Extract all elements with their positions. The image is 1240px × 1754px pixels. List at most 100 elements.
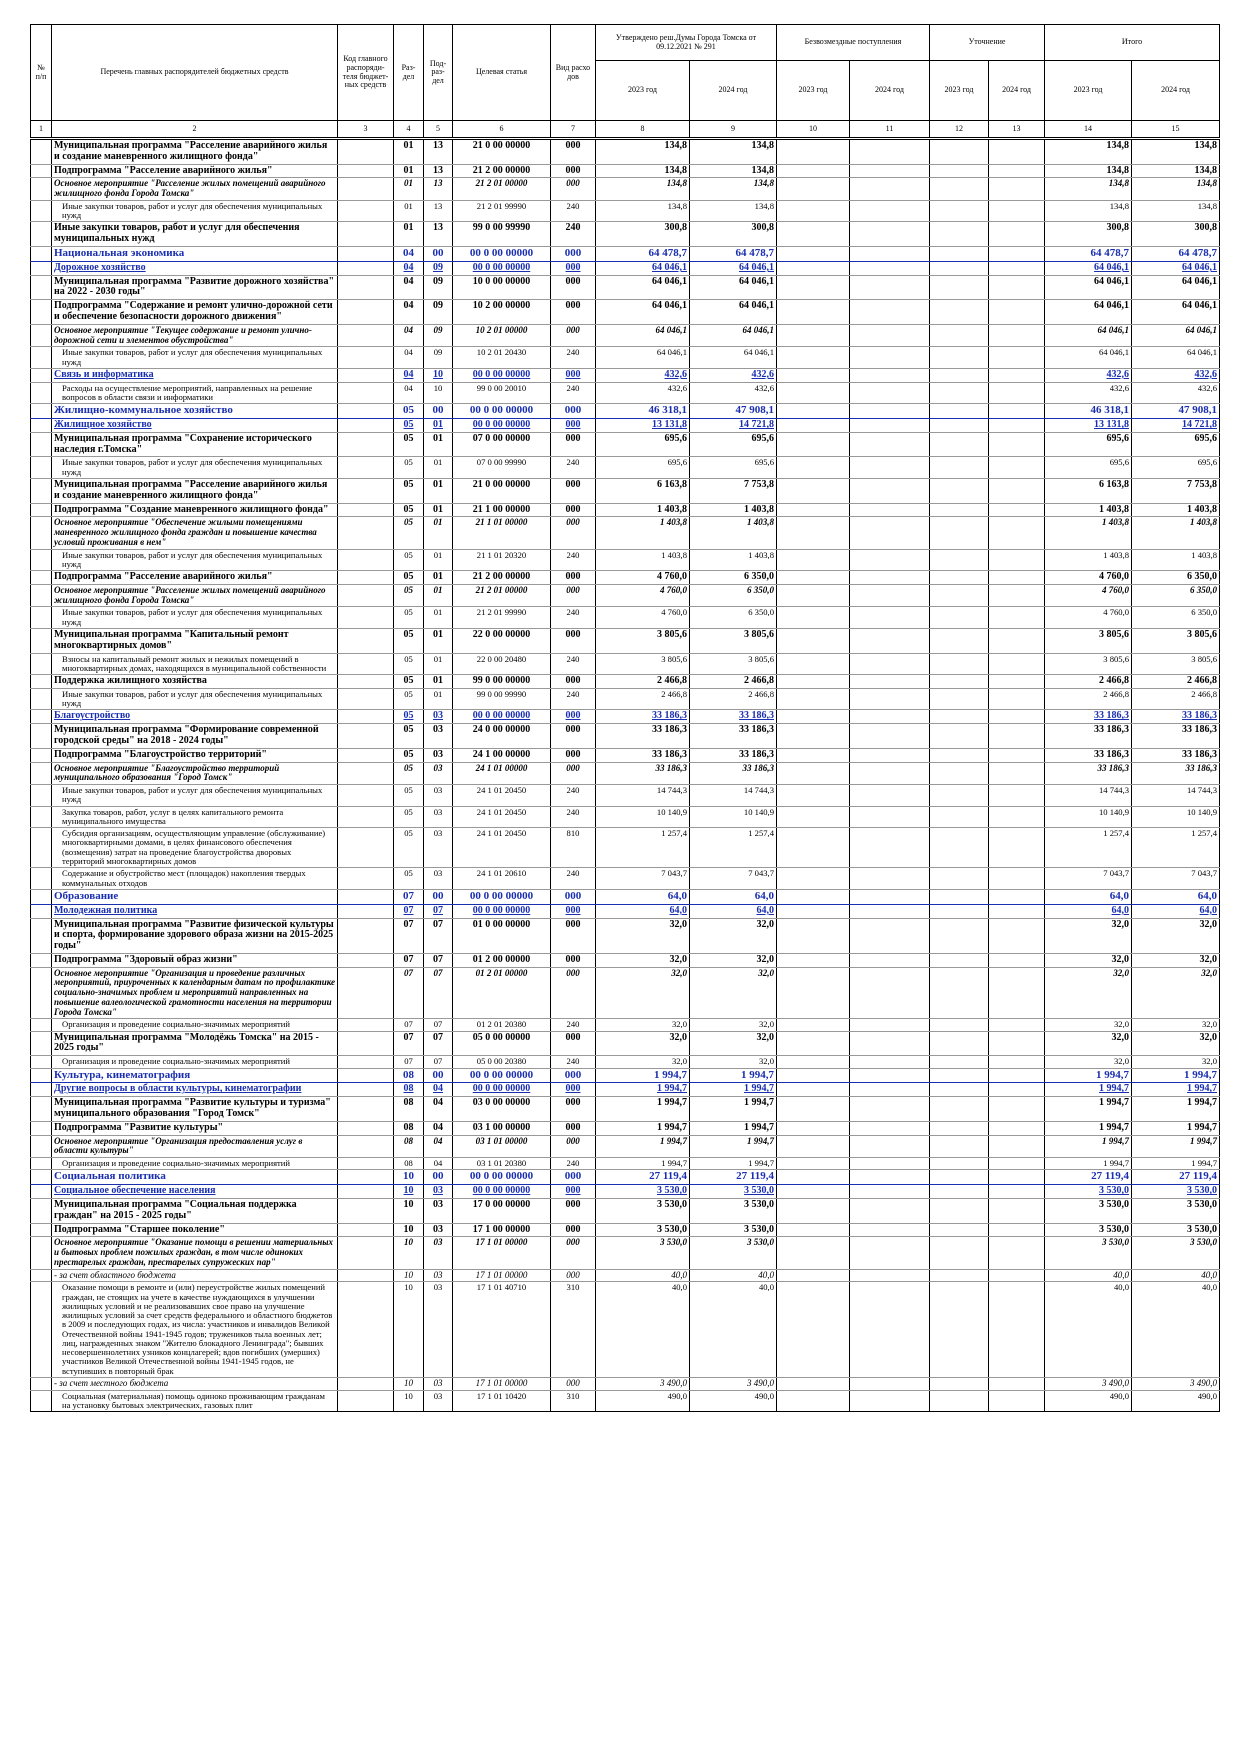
amount-cell: 134,8 <box>1131 177 1221 201</box>
empty-cell <box>848 748 931 763</box>
empty-cell <box>337 418 394 433</box>
empty-cell <box>776 1236 850 1270</box>
empty-cell <box>929 653 990 676</box>
code-cell: 240 <box>550 221 596 247</box>
amount-cell: 64,0 <box>1044 904 1133 919</box>
empty-cell <box>988 1390 1046 1413</box>
code-cell: 21 2 00 00000 <box>452 164 551 179</box>
code-cell: 240 <box>550 688 596 711</box>
code-cell: 000 <box>550 261 596 276</box>
empty-cell <box>988 918 1046 954</box>
table-row: Иные закупки товаров, работ и услуг для … <box>30 456 1221 480</box>
amount-cell: 4 760,0 <box>1044 570 1133 585</box>
code-cell: 00 0 00 00000 <box>452 403 551 420</box>
empty-cell <box>30 688 52 711</box>
empty-cell <box>848 584 931 608</box>
empty-cell <box>988 200 1046 223</box>
amount-cell: 32,0 <box>595 918 690 954</box>
empty-cell <box>929 418 990 433</box>
code-cell: 000 <box>550 299 596 325</box>
code-cell: 05 <box>393 403 424 420</box>
empty-cell <box>988 688 1046 711</box>
amount-cell: 33 186,3 <box>1131 762 1221 786</box>
empty-cell <box>988 1198 1046 1224</box>
empty-cell <box>30 549 52 572</box>
code-cell: 07 <box>393 904 424 919</box>
header-cell: Целевая статья <box>452 24 551 121</box>
empty-cell <box>848 1390 931 1413</box>
empty-cell <box>337 674 394 689</box>
code-cell: 01 2 01 20380 <box>452 1018 551 1032</box>
code-cell: 10 <box>393 1390 424 1413</box>
code-cell: 05 <box>393 516 424 550</box>
empty-cell <box>337 1096 394 1122</box>
empty-cell <box>848 709 931 725</box>
amount-cell: 432,6 <box>1044 368 1133 383</box>
table-row: Подпрограмма "Создание маневренного жили… <box>30 503 1221 518</box>
code-cell: 00 0 00 00000 <box>452 1184 551 1199</box>
empty-cell <box>30 1281 52 1379</box>
row-name: Подпрограмма "Создание маневренного жили… <box>51 503 338 518</box>
code-cell: 21 1 01 00000 <box>452 516 551 550</box>
empty-cell <box>30 827 52 869</box>
empty-cell <box>776 827 850 869</box>
empty-cell <box>776 324 850 348</box>
amount-cell: 64,0 <box>1131 889 1221 905</box>
code-cell: 000 <box>550 904 596 919</box>
code-cell: 21 1 01 20320 <box>452 549 551 572</box>
empty-cell <box>988 1135 1046 1159</box>
empty-cell <box>337 806 394 829</box>
amount-cell: 64 046,1 <box>689 324 777 348</box>
empty-cell <box>30 867 52 890</box>
table-header: № п/п Перечень главных распорядителей бю… <box>30 24 1221 140</box>
row-name: Оказание помощи в ремонте и (или) переус… <box>51 1281 338 1379</box>
amount-cell: 1 994,7 <box>1131 1157 1221 1171</box>
header-row: 1 2 3 4 5 6 7 8 9 10 11 12 13 14 15 <box>30 120 1221 140</box>
empty-cell <box>337 1236 394 1270</box>
code-cell: 22 0 00 00000 <box>452 628 551 654</box>
row-name: Организация и проведение социально-значи… <box>51 1018 338 1032</box>
code-cell: 03 <box>423 1184 453 1199</box>
empty-cell <box>988 889 1046 905</box>
row-name: Национальная экономика <box>51 246 338 262</box>
empty-cell <box>988 549 1046 572</box>
empty-cell <box>848 827 931 869</box>
code-cell: 04 <box>423 1157 453 1171</box>
column-number: 15 <box>1131 120 1221 140</box>
empty-cell <box>30 653 52 676</box>
empty-cell <box>848 570 931 585</box>
amount-cell: 134,8 <box>689 164 777 179</box>
code-cell: 000 <box>550 275 596 301</box>
table-row: Основное мероприятие "Расселение жилых п… <box>30 584 1221 608</box>
empty-cell <box>848 516 931 550</box>
code-cell: 05 <box>393 584 424 608</box>
code-cell: 00 0 00 00000 <box>452 889 551 905</box>
code-cell: 03 <box>423 784 453 807</box>
amount-cell: 7 753,8 <box>689 478 777 504</box>
code-cell: 05 <box>393 827 424 869</box>
row-name: Жилищно-коммунальное хозяйство <box>51 403 338 420</box>
empty-cell <box>988 606 1046 629</box>
code-cell: 01 <box>423 478 453 504</box>
amount-cell: 490,0 <box>1131 1390 1221 1413</box>
empty-cell <box>988 1082 1046 1098</box>
amount-cell: 134,8 <box>1131 200 1221 223</box>
empty-cell <box>988 653 1046 676</box>
amount-cell: 432,6 <box>689 368 777 383</box>
code-cell: 04 <box>393 261 424 276</box>
amount-cell: 134,8 <box>689 200 777 223</box>
amount-cell: 134,8 <box>595 200 690 223</box>
code-cell: 000 <box>550 723 596 749</box>
empty-cell <box>929 628 990 654</box>
empty-cell <box>848 432 931 458</box>
code-cell: 07 <box>393 953 424 968</box>
empty-cell <box>30 1198 52 1224</box>
amount-cell: 47 908,1 <box>689 403 777 420</box>
code-cell: 10 <box>393 1377 424 1391</box>
empty-cell <box>30 1096 52 1122</box>
code-cell: 240 <box>550 200 596 223</box>
empty-cell <box>337 918 394 954</box>
code-cell: 13 <box>423 221 453 247</box>
empty-cell <box>337 1031 394 1057</box>
table-row: Иные закупки товаров, работ и услуг для … <box>30 688 1221 711</box>
